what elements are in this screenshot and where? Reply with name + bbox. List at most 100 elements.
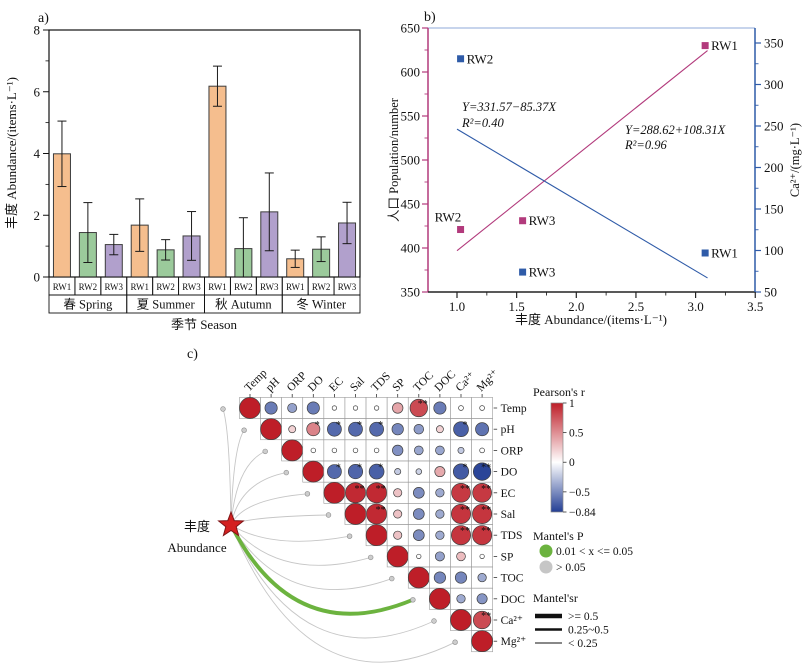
corr-circle-Temp-TDS <box>374 405 380 411</box>
corr-circle-Temp-Temp <box>239 397 261 419</box>
corr-circle-EC-TOC <box>412 486 425 499</box>
significance-stars: ** <box>355 484 365 495</box>
corr-circle-EC-Sal <box>345 482 366 504</box>
panel-a-plot: 0 2 4 6 8 RW1 RW2 RW3 春 Spring RW1 RW2 RW3 夏 Summer R… <box>34 23 361 314</box>
corr-circle-Sal-DOC <box>435 509 445 519</box>
significance-stars: ** <box>481 611 491 622</box>
subgroup-label: RW3 <box>260 282 279 292</box>
corr-circle-Temp-Ca <box>458 405 464 411</box>
corr-circle-Sal-TDS <box>366 503 388 525</box>
panel-a: 丰度 Abundance/(items·L⁻¹) 季节 Season 0 2 4 6 8… <box>4 23 361 332</box>
corr-circle-EC-SP <box>393 488 403 498</box>
corr-circle-Sal-Mg <box>472 504 493 524</box>
corr-circle-TOC-Ca <box>454 571 468 584</box>
significance-stars: ** <box>481 505 491 516</box>
corr-circle-DO-DOC <box>434 466 446 478</box>
y-tick-label: 2 <box>34 208 41 223</box>
corr-circle-Sal-Ca <box>451 504 471 524</box>
corr-circle-Sal-TOC <box>412 508 425 520</box>
edge-node <box>325 512 332 518</box>
significance-stars: * <box>315 420 320 431</box>
corr-circle-pH-TOC <box>413 424 424 435</box>
left-tick-label: 600 <box>401 65 421 80</box>
subgroup-label: RW2 <box>156 282 175 292</box>
data-point-rw3 <box>519 217 527 225</box>
mantel-edge-doc <box>229 523 415 616</box>
panel-b-x-axis-title: 丰度 Abundance/(items·L⁻¹) <box>515 312 667 327</box>
column-header: ORP <box>285 370 309 394</box>
subgroup-label: RW1 <box>130 282 149 292</box>
x-tick-label: 2.0 <box>568 299 584 314</box>
regression-equation-population: Y=288.62+108.31X <box>625 123 727 137</box>
y-tick-label: 8 <box>34 23 41 38</box>
edge-node <box>304 491 311 497</box>
panel-a-x-axis-title: 季节 Season <box>171 317 238 332</box>
corr-circle-Temp-pH <box>264 401 278 415</box>
mantel-p-legend-title: Mantel's P <box>533 529 584 543</box>
corr-circle-DO-TDS <box>368 463 385 480</box>
mantel-edge-sp <box>230 524 372 566</box>
corr-circle-pH-pH <box>260 418 282 441</box>
subgroup-label: RW3 <box>338 282 357 292</box>
corr-circle-EC-Ca <box>451 482 471 503</box>
corr-circle-ORP-Ca <box>457 446 465 454</box>
mantel-edge-ph <box>230 429 245 526</box>
significance-stars: ** <box>481 484 491 495</box>
corr-circle-Temp-DOC <box>433 401 447 415</box>
panel-c-label: c) <box>187 347 198 362</box>
column-header: DOC <box>433 368 459 394</box>
left-tick-label: 500 <box>401 153 421 168</box>
significance-stars: ** <box>481 463 491 474</box>
significance-stars: * <box>378 420 383 431</box>
column-header: SP <box>390 377 408 395</box>
colorbar-tick-label: 0.5 <box>569 428 584 440</box>
corr-circle-ORP-Mg <box>479 447 485 454</box>
row-label: TDS <box>501 530 523 542</box>
panel-b-right-y-axis-title: Ca²⁺/(mg·L⁻¹) <box>788 123 802 197</box>
row-label: EC <box>501 488 516 500</box>
left-tick-label: 400 <box>401 241 421 256</box>
panel-b: 人口 Population/number Ca²⁺/(mg·L⁻¹) 丰度 Ab… <box>387 21 802 328</box>
right-tick-label: 150 <box>764 202 784 217</box>
point-label: RW2 <box>435 210 462 225</box>
significance-stars: * <box>357 463 362 474</box>
row-label: SP <box>501 551 514 563</box>
corr-circle-TOC-Mg <box>477 573 487 583</box>
corr-circle-TDS-Ca <box>451 525 471 546</box>
panel-b-label: b) <box>424 10 436 25</box>
edge-node <box>283 469 289 476</box>
x-tick-label: 1.0 <box>449 299 465 314</box>
y-tick-label: 0 <box>34 270 41 285</box>
colorbar-tick-label: 1 <box>569 398 575 410</box>
season-label: 冬 Winter <box>296 297 347 312</box>
corr-circle-DO-Mg <box>472 462 492 481</box>
colorbar-tick-label: −0.5 <box>569 487 590 499</box>
significance-stars: ** <box>376 484 386 495</box>
corr-circle-SP-Mg <box>479 553 485 559</box>
corr-circle-EC-TDS <box>366 482 388 504</box>
corr-circle-DOC-Ca <box>456 594 466 604</box>
left-tick-label: 350 <box>401 285 421 300</box>
abundance-star-icon <box>217 510 245 537</box>
edge-node <box>220 406 226 412</box>
corr-circle-ORP-DOC <box>435 445 445 456</box>
corr-circle-Sal-Sal <box>344 503 367 525</box>
point-label: RW1 <box>711 38 738 53</box>
edge-node <box>431 618 437 624</box>
corr-circle-ORP-TOC <box>414 445 424 456</box>
column-header: EC <box>327 375 346 394</box>
corr-circle-Ca-Ca <box>450 609 472 631</box>
corr-circle-SP-TOC <box>416 553 422 559</box>
row-label: Ca²⁺ <box>501 615 523 627</box>
corr-circle-SP-DOC <box>434 551 445 562</box>
corr-circle-DO-EC <box>327 464 342 479</box>
mantel-edge-toc <box>230 524 393 590</box>
corr-circle-TDS-Mg <box>472 525 493 546</box>
pearson-legend-title: Pearson's r <box>533 385 585 399</box>
left-tick-label: 650 <box>401 21 421 36</box>
mantel-edge-mg <box>230 524 456 663</box>
corr-circle-SP-Ca <box>456 551 466 562</box>
subgroup-label: RW2 <box>312 282 331 292</box>
right-tick-label: 50 <box>764 285 777 300</box>
